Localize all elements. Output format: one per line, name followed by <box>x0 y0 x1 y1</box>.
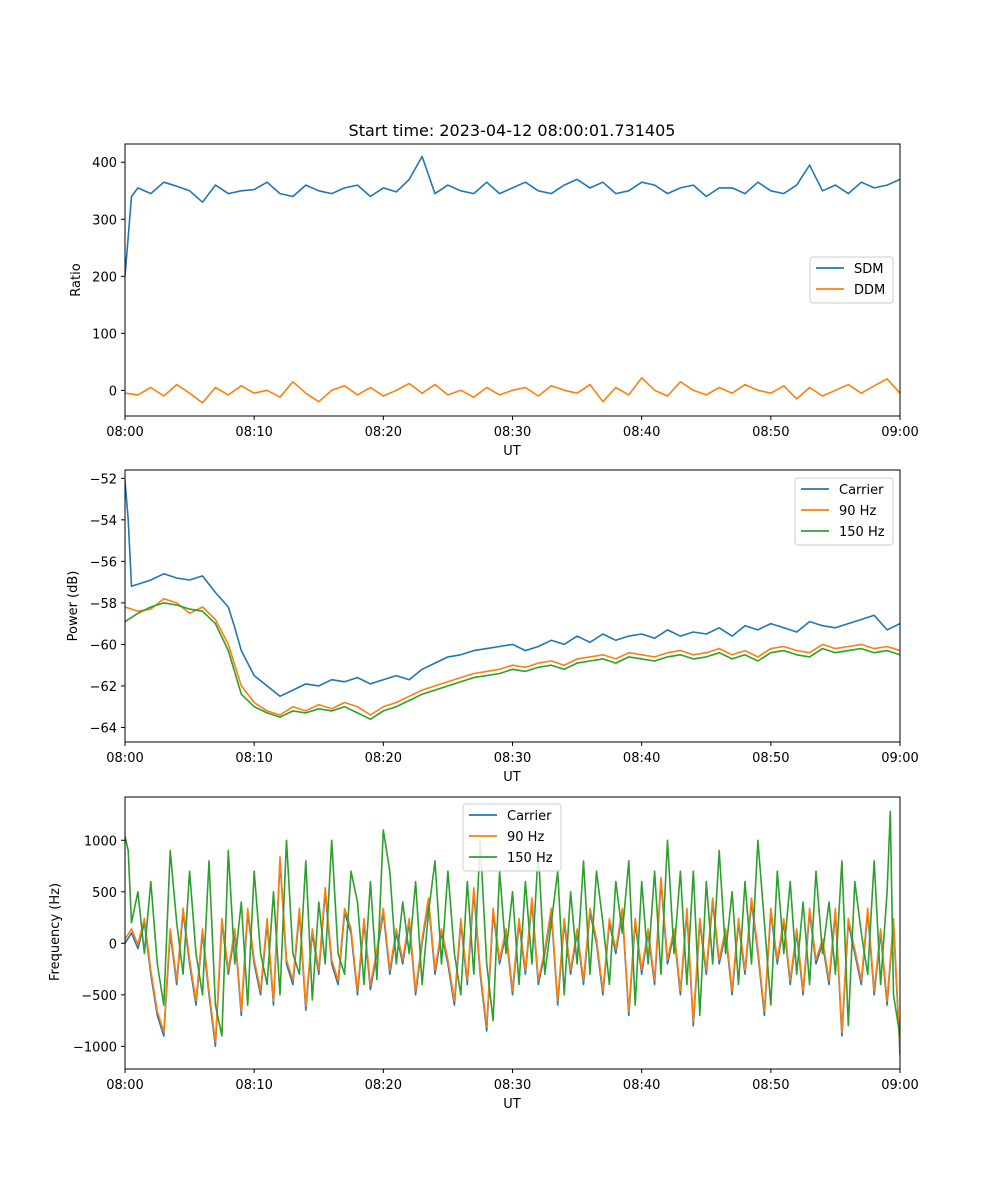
x-tick-label: 09:00 <box>881 1078 918 1093</box>
x-tick-label: 08:40 <box>623 425 660 440</box>
legend-label: 90 Hz <box>839 504 876 519</box>
x-tick-label: 08:20 <box>365 425 402 440</box>
y-tick-label: 300 <box>92 213 117 228</box>
x-tick-label: 08:50 <box>752 425 789 440</box>
series-line-sdm <box>125 155 900 277</box>
panel-power: 08:00 08:10 08:20 08:30 08:40 08:50 09:00 −64 −6… <box>66 469 919 785</box>
legend-label: DDM <box>854 283 885 298</box>
x-tick-label: 08:20 <box>365 1078 402 1093</box>
x-tick-label: 08:30 <box>494 425 531 440</box>
x-tick-label: 08:10 <box>235 1078 272 1093</box>
legend-box <box>462 803 562 872</box>
x-axis-label: UT <box>503 1097 521 1112</box>
x-axis-label: UT <box>503 770 521 785</box>
plot-area-frequency: 08:00 08:10 08:20 08:30 08:40 08:50 09:00 −1000… <box>73 796 919 1093</box>
series-line-90-hz <box>125 597 900 716</box>
y-tick-label: −56 <box>90 555 117 570</box>
x-tick-label: 08:10 <box>235 425 272 440</box>
y-axis-label: Ratio <box>69 263 84 296</box>
y-tick-label: −58 <box>90 597 117 612</box>
y-tick-label: 100 <box>92 327 117 342</box>
y-axis-label: Frequency (Hz) <box>48 883 63 981</box>
x-tick-label: 08:30 <box>494 1078 531 1093</box>
legend: Carrier 90 Hz 150 Hz <box>794 477 894 546</box>
y-tick-label: 500 <box>92 886 117 901</box>
series-line-150-hz <box>125 602 900 721</box>
series-line-carrier <box>125 480 900 698</box>
legend-label: Carrier <box>507 809 552 824</box>
x-tick-label: 08:20 <box>365 751 402 766</box>
y-tick-label: 200 <box>92 270 117 285</box>
legend-label: SDM <box>854 262 883 277</box>
legend: SDM DDM <box>809 256 894 304</box>
y-tick-label: 0 <box>109 384 117 399</box>
y-axis-label: Power (dB) <box>66 571 81 642</box>
legend: Carrier 90 Hz 150 Hz <box>462 803 562 872</box>
y-tick-label: 1000 <box>84 834 117 849</box>
series-line-150-hz <box>125 810 900 1037</box>
x-tick-label: 08:00 <box>106 1078 143 1093</box>
panel-ratio: Start time: 2023-04-12 08:00:01.731405 0… <box>69 121 919 459</box>
chart-title: Start time: 2023-04-12 08:00:01.731405 <box>349 121 676 140</box>
series-group <box>125 480 900 721</box>
legend-label: 150 Hz <box>507 851 553 866</box>
x-tick-label: 08:50 <box>752 1078 789 1093</box>
x-tick-label: 09:00 <box>881 425 918 440</box>
y-tick-label: −64 <box>90 721 117 736</box>
y-tick-label: −52 <box>90 472 117 487</box>
y-tick-label: −1000 <box>73 1040 117 1055</box>
x-tick-label: 08:40 <box>623 751 660 766</box>
x-tick-label: 08:30 <box>494 751 531 766</box>
legend-box <box>794 477 894 546</box>
legend-label: Carrier <box>839 483 884 498</box>
x-tick-label: 08:00 <box>106 425 143 440</box>
x-tick-label: 08:40 <box>623 1078 660 1093</box>
series-group <box>125 810 900 1055</box>
x-tick-label: 09:00 <box>881 751 918 766</box>
legend-label: 150 Hz <box>839 525 885 540</box>
x-tick-label: 08:10 <box>235 751 272 766</box>
y-tick-label: −500 <box>81 989 117 1004</box>
y-tick-label: −62 <box>90 680 117 695</box>
y-tick-label: 0 <box>109 937 117 952</box>
x-axis-label: UT <box>503 444 521 459</box>
plot-area-ratio: 08:00 08:10 08:20 08:30 08:40 08:50 09:00 0 100 2… <box>92 143 919 440</box>
plot-area-power: 08:00 08:10 08:20 08:30 08:40 08:50 09:00 −64 −6… <box>90 469 919 766</box>
series-group <box>125 155 900 404</box>
y-tick-label: 400 <box>92 156 117 171</box>
y-tick-label: −54 <box>90 514 117 529</box>
x-tick-label: 08:50 <box>752 751 789 766</box>
panel-frequency: 08:00 08:10 08:20 08:30 08:40 08:50 09:00 −1000… <box>48 796 919 1112</box>
series-line-90-hz <box>125 855 900 1051</box>
series-line-ddm <box>125 376 900 404</box>
legend-label: 90 Hz <box>507 830 544 845</box>
y-tick-label: −60 <box>90 638 117 653</box>
x-tick-label: 08:00 <box>106 751 143 766</box>
